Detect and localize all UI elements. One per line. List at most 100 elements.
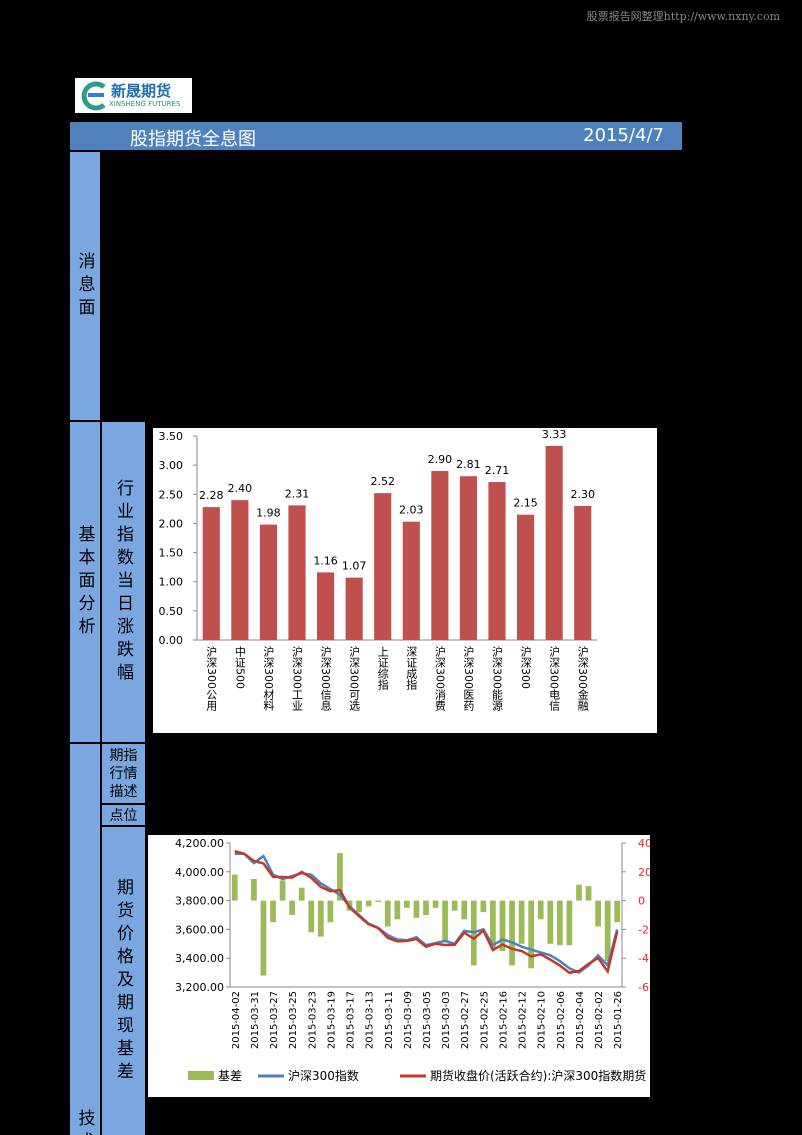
data-label: 2.03 <box>399 504 424 517</box>
data-label: 1.07 <box>342 560 367 573</box>
y-tick-label: 2.00 <box>159 517 184 530</box>
data-label: 1.98 <box>256 507 281 520</box>
data-label: 2.40 <box>228 482 253 495</box>
x-tick-label: 2015-03-31 <box>250 991 261 1049</box>
section-label: 技术 <box>74 1109 95 1135</box>
data-label: 2.31 <box>285 487 310 500</box>
x-tick-label: 2015-03-27 <box>269 991 280 1049</box>
basis-bar <box>375 900 382 903</box>
x-tick-label: 沪深300公用 <box>205 645 218 712</box>
x-tick-label: 沪深300 <box>519 645 532 689</box>
y2-tick-label: -60 <box>638 981 650 994</box>
basis-bar <box>298 887 305 901</box>
x-tick-label: 2015-03-25 <box>288 991 299 1049</box>
basis-bar <box>537 900 544 920</box>
header-title: 股指期货全息图 <box>130 129 256 150</box>
basis-bar <box>317 900 324 937</box>
y2-tick-label: 20 <box>638 866 650 879</box>
section-label: 消息面 <box>74 251 95 321</box>
basis-bar <box>327 900 334 923</box>
basis-bar <box>585 886 592 901</box>
basis-bar <box>404 900 410 908</box>
x-tick-label: 2015-03-23 <box>307 991 318 1049</box>
x-tick-label: 2015-02-02 <box>594 991 605 1049</box>
y-tick-label: 3.50 <box>159 430 184 443</box>
data-label: 2.28 <box>199 489 224 502</box>
y-tick-label: 3,800.00 <box>175 895 224 908</box>
basis-bar <box>423 900 429 915</box>
data-label: 2.52 <box>370 475 395 488</box>
logo-sub: XINSHENG FUTURES <box>109 100 181 108</box>
legend-label: 期货收盘价(活跃合约):沪深300指数期货 <box>430 1068 646 1083</box>
basis-bar <box>499 900 506 951</box>
y-tick-label: 0.00 <box>159 634 184 647</box>
basis-bar <box>260 900 267 976</box>
bar <box>345 577 363 640</box>
line <box>234 850 619 975</box>
section-label: 期货价格及期现基差 <box>113 877 133 1085</box>
x-tick-label: 沪深300可选 <box>348 645 361 711</box>
logo-icon <box>81 81 106 111</box>
y-tick-label: 1.00 <box>159 576 184 589</box>
x-tick-label: 2015-03-05 <box>422 991 433 1049</box>
bar-chart: 0.00 0.50 1.00 1.50 2.00 2.50 3.00 3.50 2.28 沪深30… <box>153 428 657 733</box>
x-tick-label: 2015-01-26 <box>613 991 624 1049</box>
x-tick-label: 2015-03-13 <box>365 991 376 1049</box>
basis-bar <box>566 900 573 946</box>
bar <box>374 493 392 640</box>
basis-bar <box>337 853 343 901</box>
data-label: 2.71 <box>485 464 510 477</box>
basis-bar <box>576 884 582 901</box>
x-tick-label: 2015-02-06 <box>556 991 567 1049</box>
bar <box>402 521 420 640</box>
basis-bar <box>365 900 372 907</box>
x-tick-label: 2015-03-09 <box>403 991 414 1049</box>
basis-bar <box>432 900 439 908</box>
basis-bar <box>547 900 554 944</box>
x-tick-label: 2015-02-12 <box>518 991 529 1049</box>
bar <box>545 445 563 640</box>
y-tick-label: 0.50 <box>159 605 184 618</box>
bar <box>288 505 306 640</box>
basis-bar <box>461 900 468 920</box>
x-tick-label: 2015-02-10 <box>537 991 548 1049</box>
section-label: 行业指数当日涨跌幅 <box>113 478 133 686</box>
basis-bar <box>356 900 362 913</box>
bar <box>517 514 535 640</box>
bar <box>259 524 277 640</box>
y2-tick-label: -20 <box>638 923 650 936</box>
legend-label: 基差 <box>218 1069 242 1083</box>
line-chart: 3,200.00 3,400.00 3,600.00 3,800.00 4,000.00… <box>148 835 650 1097</box>
x-tick-label: 2015-02-27 <box>460 991 471 1049</box>
basis-bar <box>604 900 611 962</box>
section-label: 基本面分析 <box>74 524 95 640</box>
basis-bar <box>308 900 315 933</box>
basis-bar <box>231 874 238 901</box>
y-tick-label: 2.50 <box>159 488 184 501</box>
bar <box>459 476 477 640</box>
y-tick-label: 1.50 <box>159 547 184 560</box>
x-tick-label: 2015-02-25 <box>479 991 490 1049</box>
x-tick-label: 沪深300能源 <box>491 645 504 712</box>
x-tick-label: 沪深300电信 <box>548 645 561 712</box>
bar <box>202 507 220 640</box>
section-label: 期指行情描述 <box>109 747 138 800</box>
x-tick-label: 2015-02-16 <box>498 991 509 1049</box>
basis-bar <box>451 900 458 911</box>
section-label: 点位 <box>109 808 138 824</box>
basis-bar <box>413 900 420 918</box>
basis-bar <box>289 900 296 915</box>
basis-bar <box>279 880 286 901</box>
data-label: 2.81 <box>456 458 481 471</box>
x-tick-label: 沪深300消费 <box>433 645 446 712</box>
basis-bar <box>480 900 487 913</box>
x-tick-label: 2015-03-17 <box>346 991 357 1049</box>
y-tick-label: 4,000.00 <box>175 866 224 879</box>
basis-bar <box>251 879 257 901</box>
basis-bar <box>595 900 601 927</box>
logo-name: 新晟期货 <box>111 82 172 100</box>
x-tick-label: 沪深300金融 <box>576 645 589 712</box>
bar <box>231 500 249 640</box>
header-date: 2015/4/7 <box>583 125 664 146</box>
y-tick-label: 3.00 <box>159 459 184 472</box>
